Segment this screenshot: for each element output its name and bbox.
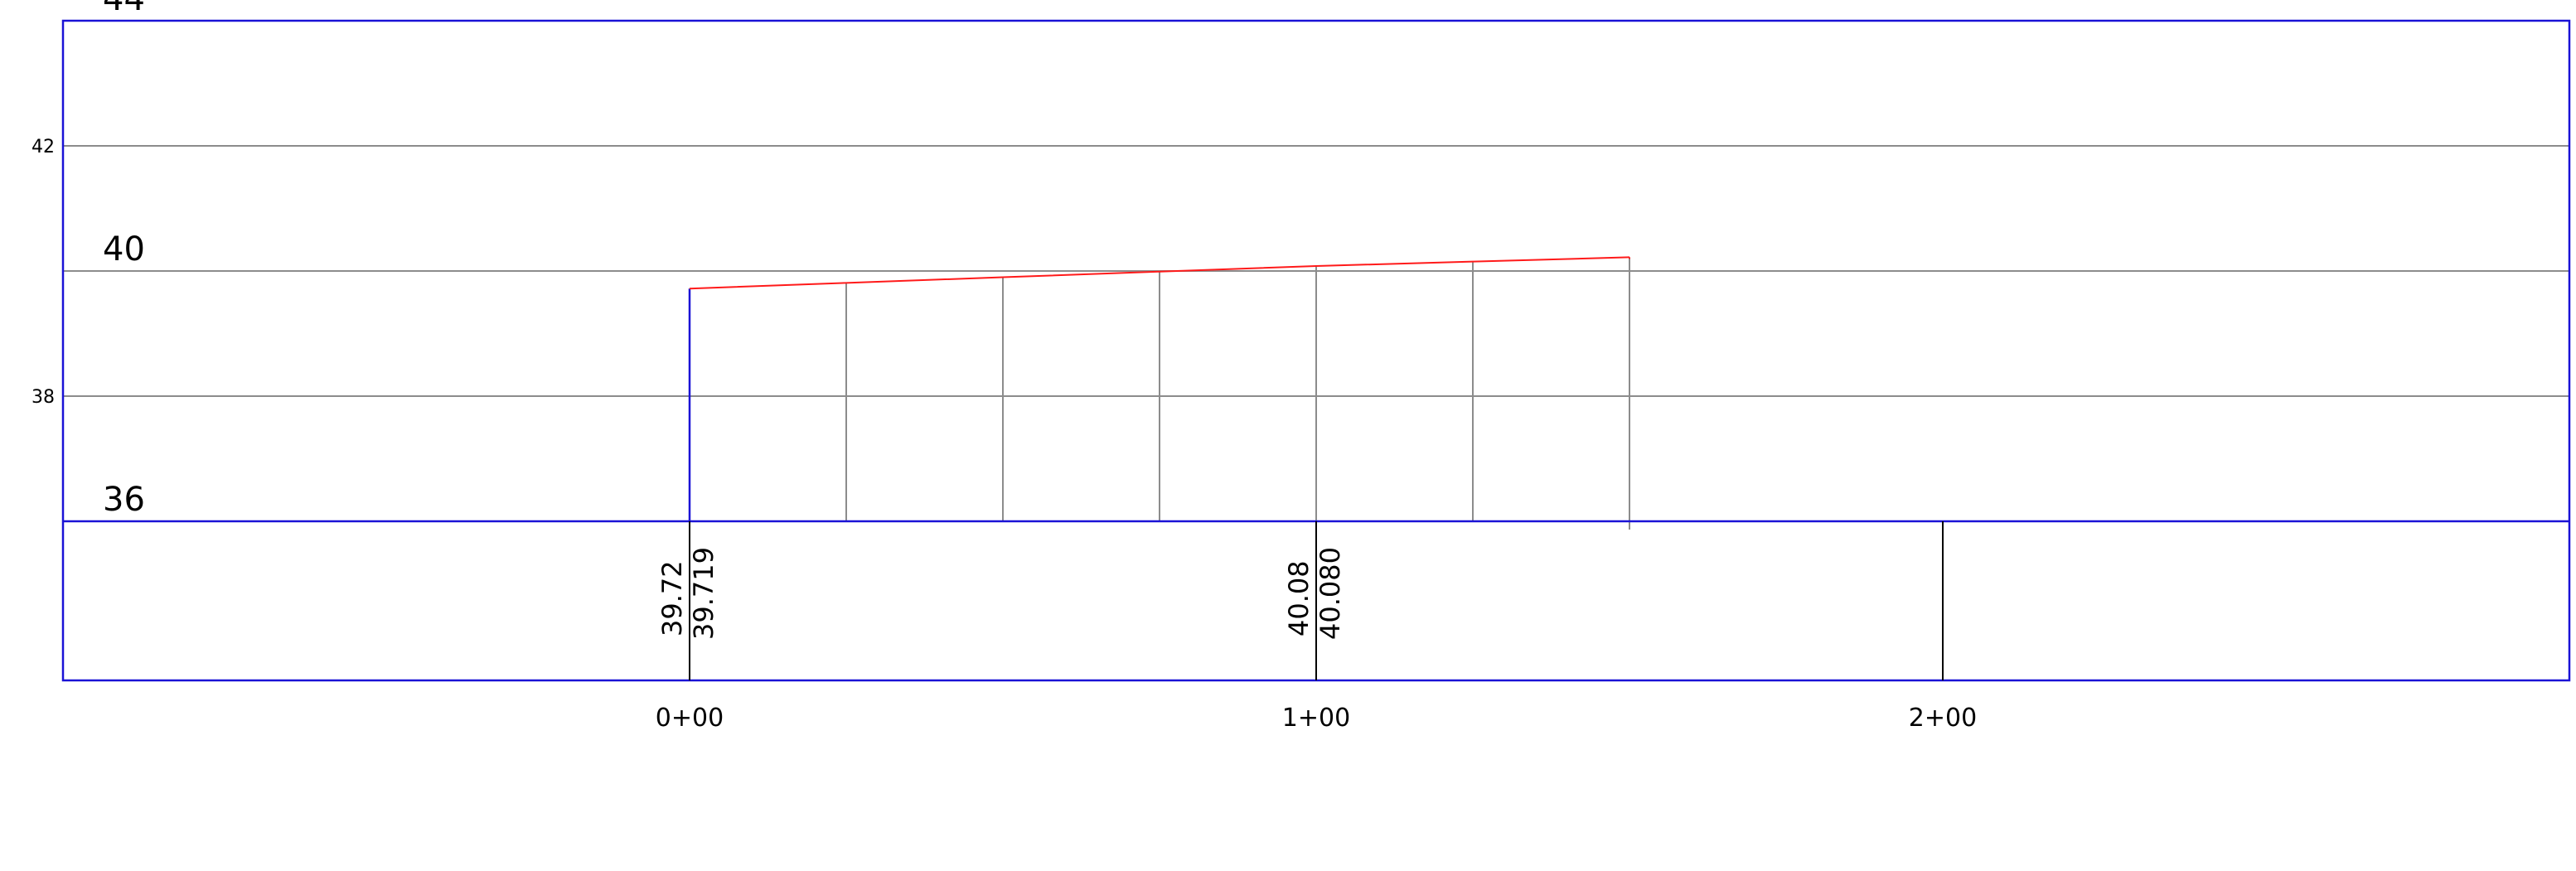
annotation-precise-0: 39.719: [688, 547, 719, 640]
station-label-0+00: 0+00: [656, 704, 724, 733]
profile-frame: [61, 19, 2571, 682]
elevation-label-38: 38: [31, 387, 55, 408]
station-labels: 0+00 1+00 2+00: [656, 704, 1977, 733]
elevation-label-42: 42: [31, 137, 55, 157]
elevation-label-44: 44: [103, 0, 145, 18]
profile-line-layer: [689, 256, 1630, 290]
profile-line: [689, 256, 1630, 290]
station-label-2+00: 2+00: [1909, 704, 1977, 733]
station-sample-lines: [688, 257, 1630, 530]
station-label-1+00: 1+00: [1282, 704, 1350, 733]
elevation-label-40: 40: [103, 230, 145, 269]
annotation-rounded-0: 39.72: [656, 560, 688, 636]
elevation-labels: 44 42 40 38 36: [31, 0, 145, 519]
annotation-rounded-100: 40.08: [1283, 560, 1315, 636]
elevation-label-36: 36: [103, 481, 145, 519]
annotation-precise-100: 40.080: [1315, 547, 1346, 640]
station-annotations: 39.72 39.719 40.08 40.080: [656, 547, 1346, 640]
